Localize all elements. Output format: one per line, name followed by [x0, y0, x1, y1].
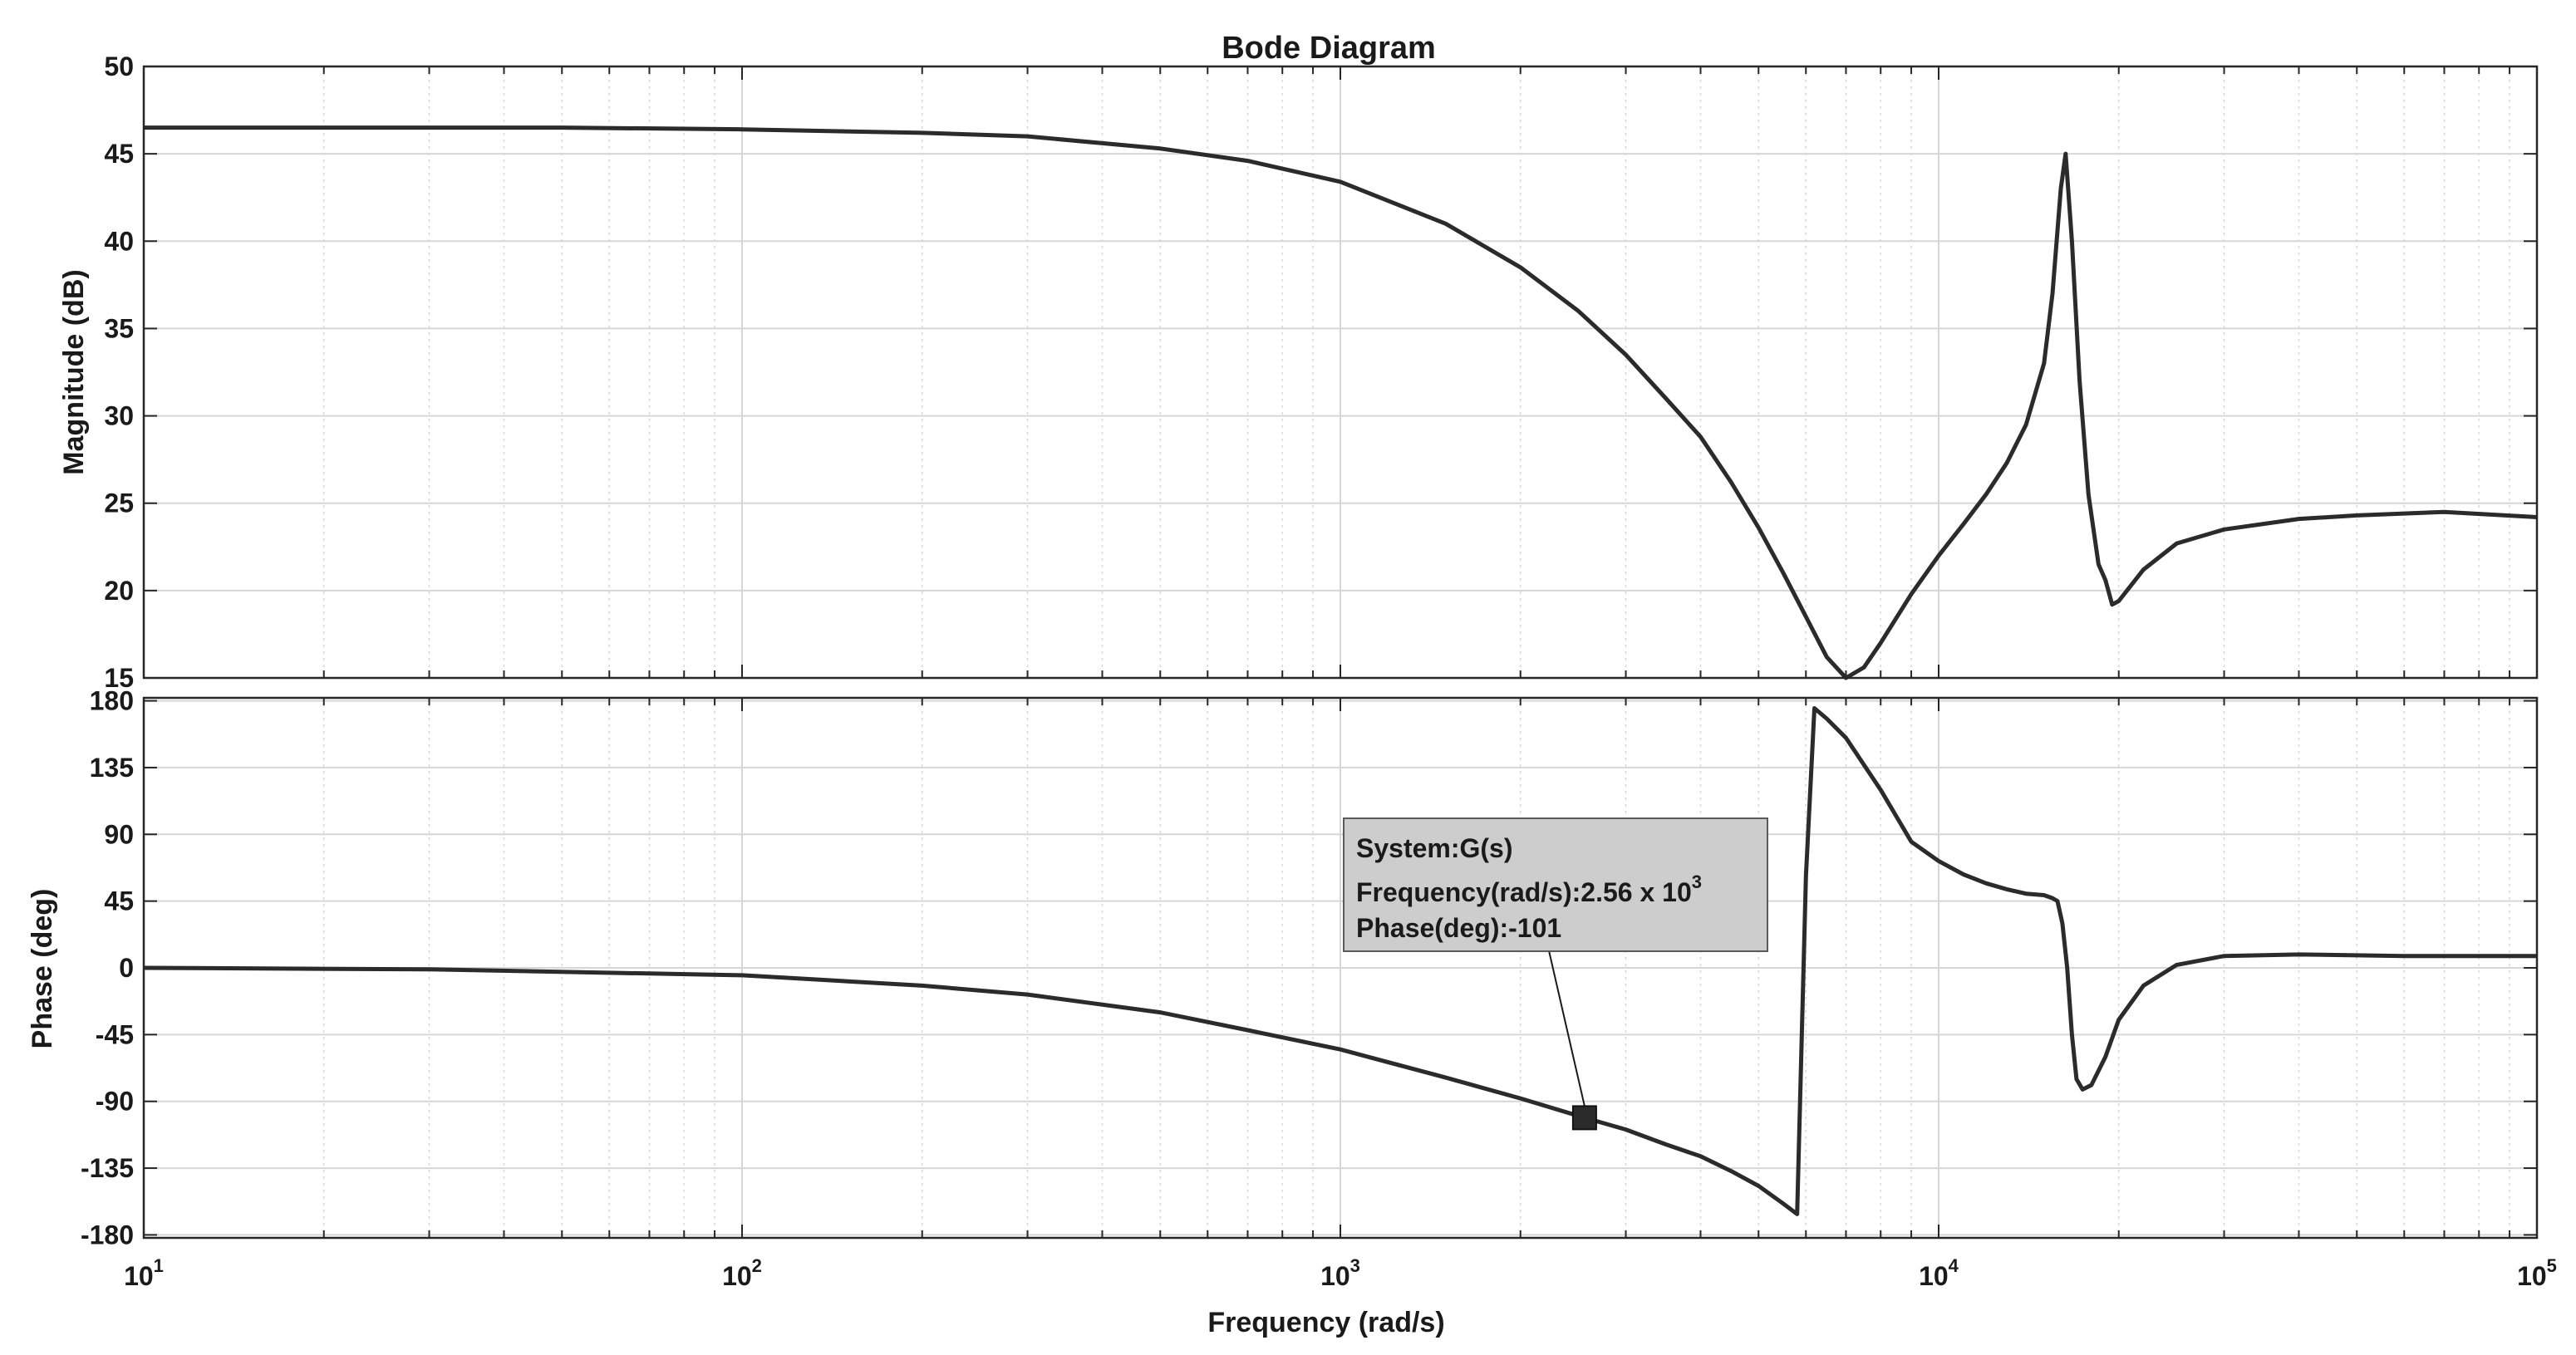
phase-y-tick-label: -180: [81, 1220, 134, 1249]
phase-frame: [142, 696, 2539, 1240]
phase-y-tick-label: 135: [90, 753, 134, 783]
datatip-leader-line: [1547, 946, 1585, 1107]
datatip-phase: Phase(deg):-101: [1356, 913, 1561, 943]
chart-title: Bode Diagram: [1222, 31, 1436, 66]
datatip-box[interactable]: [1343, 817, 1768, 952]
phase-y-tick-label: 90: [104, 819, 134, 849]
phase-ylabel: Phase (deg): [27, 889, 58, 1049]
phase-axes: -180 -135 -90 -45 0 45 90 135 180 Phase (deg): [27, 686, 2539, 1249]
datatip-marker[interactable]: [1571, 1105, 1597, 1131]
x-tick-label: 105: [2517, 1255, 2557, 1291]
magnitude-y-tick-label: 50: [104, 52, 134, 81]
phase-y-tick-label: -135: [81, 1153, 134, 1183]
x-tick-label: 101: [124, 1255, 164, 1291]
x-axis-label: Frequency (rad/s): [1207, 1307, 1444, 1338]
datatip-system: System:G(s): [1356, 833, 1513, 863]
phase-y-tick-label: -45: [96, 1019, 134, 1049]
x-tick-label: 104: [1919, 1255, 1959, 1291]
datatip[interactable]: System:G(s) Frequency(rad/s):2.56 x 103 …: [1343, 817, 1768, 1131]
magnitude-curve: [144, 125, 2538, 680]
magnitude-y-tick-label: 40: [104, 226, 134, 256]
phase-y-tick-label: 45: [104, 886, 134, 916]
x-tick-label: 102: [722, 1255, 762, 1291]
phase-y-tick-label: 180: [90, 686, 134, 716]
magnitude-frame: [142, 65, 2539, 680]
phase-y-tick-label: 0: [119, 953, 134, 983]
magnitude-y-tick-label: 45: [104, 139, 134, 169]
x-tick-labels: 101 102 103 104 105: [124, 1255, 2557, 1291]
phase-ticks: -180 -135 -90 -45 0 45 90 135 180: [81, 686, 2537, 1249]
magnitude-y-tick-label: 20: [104, 576, 134, 606]
phase-curve: [143, 706, 2537, 1216]
magnitude-ticks: 15 20 25 30 35 40 45 50: [104, 52, 2537, 693]
datatip-frequency-exponent: 3: [1692, 871, 1702, 892]
x-tick-label: 103: [1320, 1255, 1360, 1291]
magnitude-y-tick-label: 25: [104, 488, 134, 518]
magnitude-y-tick-label: 30: [104, 401, 134, 431]
magnitude-y-tick-label: 35: [104, 313, 134, 343]
phase-y-tick-label: -90: [96, 1087, 134, 1117]
magnitude-y-tick-label: 15: [104, 663, 134, 693]
datatip-frequency: Frequency(rad/s):2.56 x 103: [1356, 871, 1702, 907]
magnitude-ylabel: Magnitude (dB): [58, 269, 90, 474]
magnitude-axes: 15 20 25 30 35 40 45 50 Magnitude (dB): [58, 52, 2539, 693]
